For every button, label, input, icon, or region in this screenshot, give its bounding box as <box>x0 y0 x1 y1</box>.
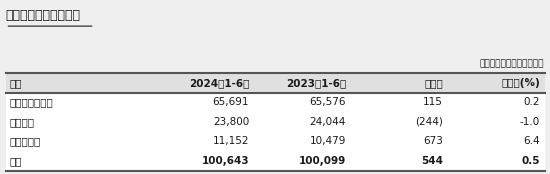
Text: 业务及管理费主要构成: 业务及管理费主要构成 <box>6 9 80 22</box>
Text: 100,099: 100,099 <box>299 156 346 166</box>
Text: 增减额: 增减额 <box>425 78 443 88</box>
Text: 65,576: 65,576 <box>310 97 346 107</box>
Text: 65,691: 65,691 <box>212 97 249 107</box>
Text: (244): (244) <box>415 117 443 127</box>
Text: 23,800: 23,800 <box>213 117 249 127</box>
Text: 11,152: 11,152 <box>212 136 249 146</box>
Text: 合计: 合计 <box>10 156 23 166</box>
Text: -1.0: -1.0 <box>520 117 540 127</box>
Text: 2024年1-6月: 2024年1-6月 <box>189 78 249 88</box>
Text: 人民币百万元，百分比除外: 人民币百万元，百分比除外 <box>480 59 544 68</box>
Text: 544: 544 <box>421 156 443 166</box>
Text: 职工薪酬及福利: 职工薪酬及福利 <box>10 97 54 107</box>
Text: 2023年1-6月: 2023年1-6月 <box>286 78 346 88</box>
Text: 100,643: 100,643 <box>201 156 249 166</box>
Text: 增长率(%): 增长率(%) <box>502 78 540 88</box>
Text: 业务费用: 业务费用 <box>10 117 35 127</box>
FancyBboxPatch shape <box>6 73 544 93</box>
Text: 10,479: 10,479 <box>310 136 346 146</box>
FancyBboxPatch shape <box>6 93 544 171</box>
Text: 115: 115 <box>423 97 443 107</box>
Text: 673: 673 <box>423 136 443 146</box>
Text: 24,044: 24,044 <box>310 117 346 127</box>
Text: 项目: 项目 <box>10 78 23 88</box>
Text: 0.2: 0.2 <box>524 97 540 107</box>
Text: 0.5: 0.5 <box>521 156 540 166</box>
Text: 折旧和摊销: 折旧和摊销 <box>10 136 41 146</box>
Text: 6.4: 6.4 <box>524 136 540 146</box>
